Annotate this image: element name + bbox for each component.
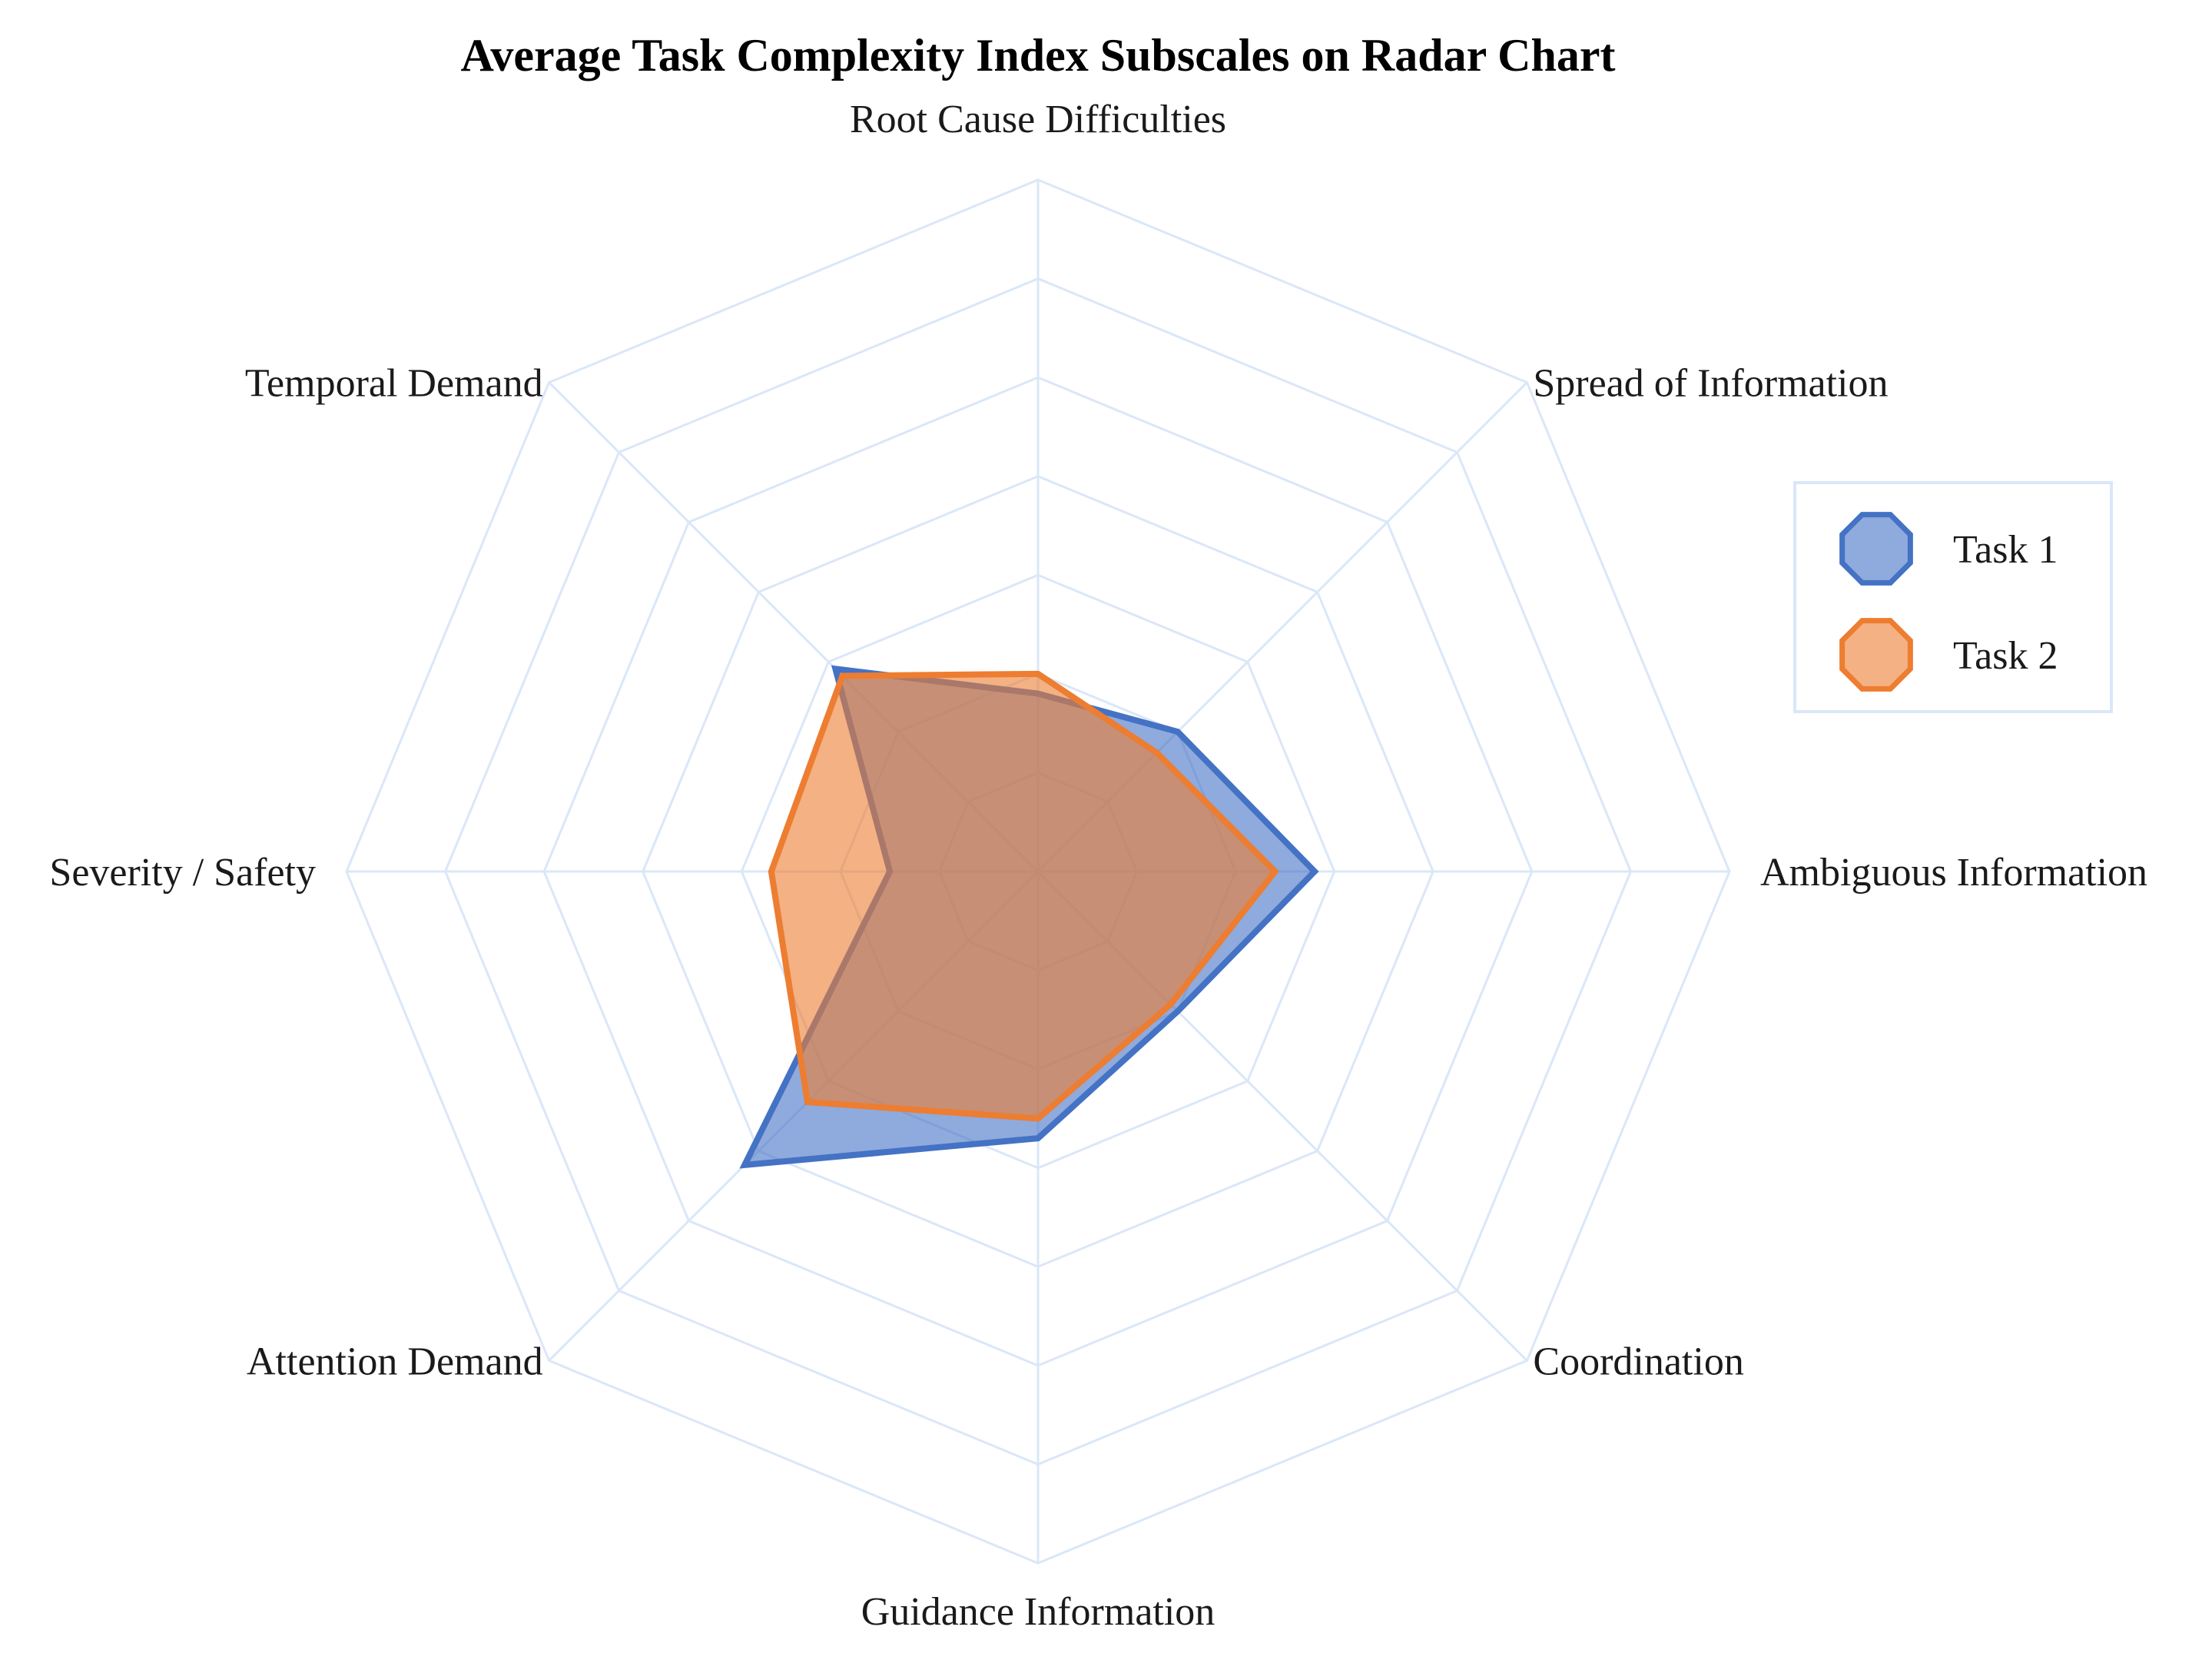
axis-label: Attention Demand <box>247 1340 543 1383</box>
legend-marker-task-2 <box>1839 618 1913 692</box>
chart-title: Average Task Complexity Index Subscales … <box>461 30 1616 81</box>
series-area-task-2 <box>768 670 1279 1122</box>
radar-series <box>739 665 1319 1169</box>
axis-label: Severity / Safety <box>49 851 316 895</box>
axis-label: Root Cause Difficulties <box>850 98 1226 141</box>
axis-label: Spread of Information <box>1533 362 1888 406</box>
legend: Task 1 Task 2 <box>1793 481 2113 713</box>
axis-label: Coordination <box>1533 1340 1743 1383</box>
axis-label: Guidance Information <box>861 1590 1215 1634</box>
axis-labels: Root Cause Difficulties Spread of Informa… <box>49 98 2147 1634</box>
axis-label: Ambiguous Information <box>1760 851 2147 895</box>
axis-label: Temporal Demand <box>245 362 543 406</box>
legend-marker-task-1 <box>1839 512 1913 586</box>
legend-label-task-2: Task 2 <box>1953 634 2058 678</box>
legend-label-task-1: Task 1 <box>1953 528 2058 572</box>
